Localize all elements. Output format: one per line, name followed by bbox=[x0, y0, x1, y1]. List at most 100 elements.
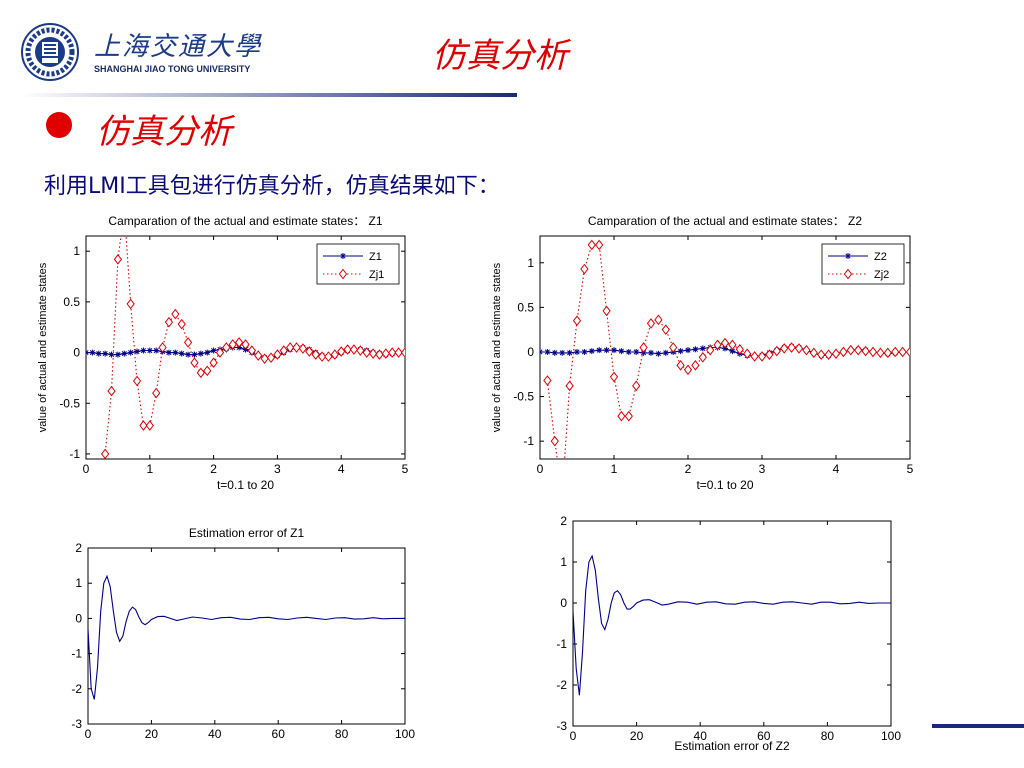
y-tick-label: -1 bbox=[523, 434, 534, 448]
data-point bbox=[831, 348, 841, 360]
data-point bbox=[215, 347, 225, 358]
data-point bbox=[625, 348, 632, 355]
data-point bbox=[757, 351, 767, 362]
data-point bbox=[624, 410, 633, 422]
data-point bbox=[324, 351, 333, 362]
series-line bbox=[546, 244, 910, 459]
legend-marker bbox=[845, 253, 851, 259]
x-tick-label: 100 bbox=[395, 727, 415, 741]
plot-frame bbox=[572, 520, 892, 727]
y-tick-label: -2 bbox=[556, 678, 567, 692]
data-point bbox=[891, 346, 900, 358]
data-point bbox=[574, 348, 580, 355]
data-point bbox=[846, 344, 855, 356]
series-group bbox=[540, 239, 910, 459]
data-point bbox=[683, 364, 693, 376]
data-point bbox=[609, 371, 619, 383]
data-point bbox=[669, 342, 678, 353]
logo: 上海交通大學 SHANGHAI JIAO TONG UNIVERSITY bbox=[20, 22, 260, 84]
data-point bbox=[113, 253, 123, 265]
data-point bbox=[648, 349, 654, 356]
data-point bbox=[632, 380, 641, 392]
series-group bbox=[86, 236, 405, 459]
data-point bbox=[559, 349, 566, 356]
x-axis-label: t=0.1 to 20 bbox=[696, 478, 753, 492]
data-point bbox=[254, 350, 263, 361]
data-point bbox=[654, 314, 663, 326]
data-point bbox=[772, 345, 781, 357]
data-point bbox=[720, 337, 730, 349]
series-line bbox=[573, 554, 891, 696]
data-point bbox=[572, 315, 582, 327]
data-point bbox=[735, 343, 744, 355]
data-point bbox=[655, 350, 662, 357]
data-point bbox=[543, 375, 552, 386]
x-tick-label: 3 bbox=[274, 462, 281, 476]
data-point bbox=[349, 344, 359, 355]
x-tick-label: 0 bbox=[570, 729, 577, 743]
x-tick-label: 60 bbox=[757, 729, 771, 743]
x-axis-label: t=0.1 to 20 bbox=[217, 478, 274, 492]
data-point bbox=[581, 348, 588, 355]
data-point bbox=[743, 348, 752, 360]
data-point bbox=[699, 345, 706, 352]
y-tick-label: -1 bbox=[71, 647, 82, 661]
y-tick-label: -0.5 bbox=[513, 390, 534, 404]
data-point bbox=[550, 435, 559, 447]
data-point bbox=[618, 348, 625, 355]
data-point bbox=[676, 360, 685, 371]
legend-label: Z1 bbox=[369, 251, 382, 263]
data-point bbox=[139, 420, 148, 431]
legend: Z1 Zj1 bbox=[316, 243, 400, 285]
data-point bbox=[780, 343, 789, 354]
data-point bbox=[662, 349, 669, 356]
data-point bbox=[114, 351, 121, 358]
data-point bbox=[132, 375, 142, 387]
legend-box bbox=[316, 243, 400, 285]
data-point bbox=[551, 349, 558, 356]
data-point bbox=[646, 318, 656, 329]
data-point bbox=[177, 318, 186, 330]
data-point bbox=[394, 347, 403, 358]
chart-title: Camparation of the actual and estimate s… bbox=[108, 214, 382, 228]
data-point bbox=[817, 349, 826, 360]
data-point bbox=[603, 347, 610, 354]
y-tick-label: 0 bbox=[73, 346, 80, 360]
data-point bbox=[640, 349, 647, 356]
x-tick-label: 40 bbox=[694, 729, 708, 743]
x-tick-label: 0 bbox=[83, 462, 90, 476]
data-point bbox=[883, 347, 892, 359]
y-tick-label: 0 bbox=[75, 611, 82, 625]
legend: Z2 Zj2 bbox=[821, 243, 905, 285]
y-tick-label: -0.5 bbox=[59, 396, 80, 410]
data-point bbox=[809, 347, 818, 359]
data-point bbox=[362, 347, 371, 358]
x-tick-label: 1 bbox=[146, 462, 153, 476]
y-tick-label: -1 bbox=[69, 447, 80, 461]
data-point bbox=[247, 345, 257, 356]
legend-label: Zj2 bbox=[874, 269, 889, 281]
y-tick-label: -3 bbox=[71, 717, 82, 731]
data-point bbox=[729, 348, 736, 355]
y-tick-label: -2 bbox=[71, 682, 82, 696]
data-point bbox=[101, 448, 110, 459]
data-point bbox=[854, 344, 863, 356]
y-axis-label: value of actual and estimate states bbox=[37, 262, 49, 432]
data-point bbox=[905, 346, 910, 358]
x-tick-label: 4 bbox=[833, 462, 840, 476]
legend-box bbox=[821, 243, 905, 285]
data-point bbox=[127, 349, 134, 356]
x-tick-label: 3 bbox=[759, 462, 766, 476]
data-point bbox=[839, 346, 848, 358]
x-tick-label: 20 bbox=[630, 729, 644, 743]
data-point bbox=[134, 348, 141, 355]
data-point bbox=[152, 387, 161, 399]
data-point bbox=[356, 345, 365, 356]
y-tick-label: 2 bbox=[75, 541, 82, 555]
y-tick-label: 0.5 bbox=[63, 295, 80, 309]
